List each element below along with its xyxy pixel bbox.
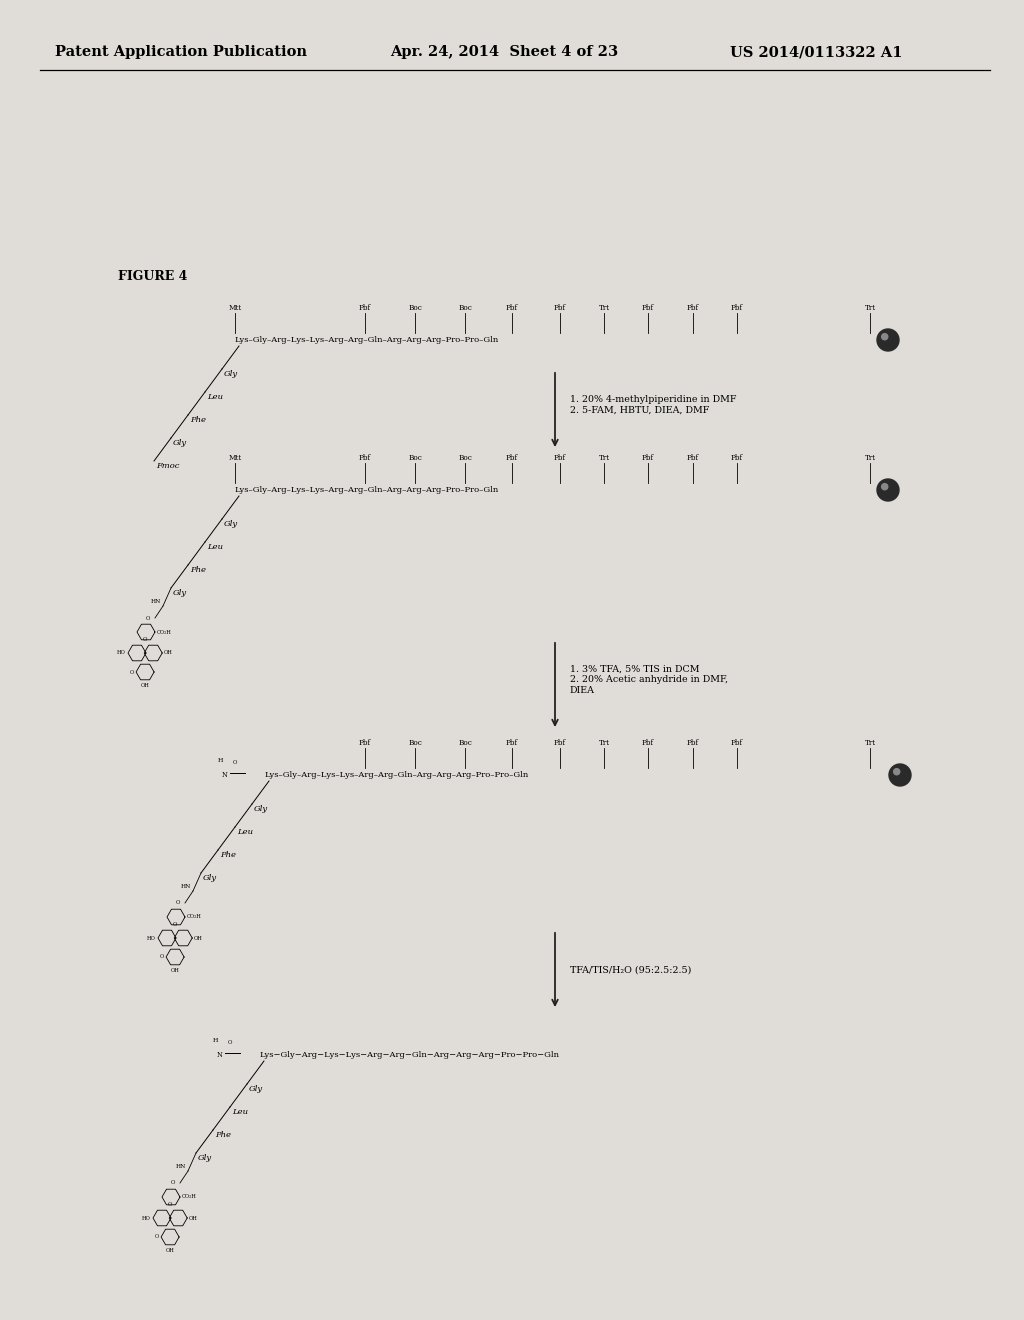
- Text: Apr. 24, 2014  Sheet 4 of 23: Apr. 24, 2014 Sheet 4 of 23: [390, 45, 618, 59]
- Text: US 2014/0113322 A1: US 2014/0113322 A1: [730, 45, 902, 59]
- Text: Pbf: Pbf: [642, 739, 654, 747]
- Text: Pbf: Pbf: [554, 739, 566, 747]
- Text: OH: OH: [189, 1216, 198, 1221]
- Text: O: O: [227, 1040, 232, 1045]
- Text: Boc: Boc: [458, 304, 472, 312]
- Text: Pbf: Pbf: [731, 304, 743, 312]
- Text: Boc: Boc: [458, 454, 472, 462]
- Text: H: H: [212, 1038, 218, 1043]
- Text: Boc: Boc: [408, 739, 422, 747]
- Text: Patent Application Publication: Patent Application Publication: [55, 45, 307, 59]
- Text: Trt: Trt: [598, 739, 609, 747]
- Text: Trt: Trt: [864, 304, 876, 312]
- Text: Gly: Gly: [173, 589, 187, 597]
- Text: Pbf: Pbf: [554, 454, 566, 462]
- Text: O: O: [171, 1180, 175, 1185]
- Text: HN: HN: [176, 1164, 186, 1170]
- Text: Leu: Leu: [207, 393, 223, 401]
- Text: Pbf: Pbf: [359, 304, 371, 312]
- Text: Pbf: Pbf: [687, 454, 699, 462]
- Text: Gly: Gly: [173, 440, 187, 447]
- Text: HO: HO: [147, 936, 156, 940]
- Text: HN: HN: [151, 599, 161, 605]
- Text: Pbf: Pbf: [687, 304, 699, 312]
- Circle shape: [882, 334, 888, 339]
- Text: Gly: Gly: [198, 1154, 212, 1162]
- Text: O: O: [145, 615, 150, 620]
- Text: Phe: Phe: [215, 1131, 231, 1139]
- Text: O: O: [160, 954, 164, 960]
- Text: CO₂H: CO₂H: [182, 1195, 197, 1200]
- Text: Fmoc: Fmoc: [156, 462, 179, 470]
- Text: Phe: Phe: [190, 416, 206, 424]
- Text: Phe: Phe: [220, 851, 236, 859]
- Text: OH: OH: [164, 651, 173, 656]
- Text: TFA/TIS/H₂O (95:2.5:2.5): TFA/TIS/H₂O (95:2.5:2.5): [570, 965, 691, 974]
- Text: Pbf: Pbf: [506, 739, 518, 747]
- Text: Gly: Gly: [249, 1085, 263, 1093]
- Text: CO₂H: CO₂H: [187, 915, 202, 920]
- Text: FIGURE 4: FIGURE 4: [118, 271, 187, 282]
- Circle shape: [894, 768, 900, 775]
- Text: N: N: [217, 1051, 223, 1059]
- Text: Leu: Leu: [232, 1107, 248, 1115]
- Text: Phe: Phe: [190, 566, 206, 574]
- Text: Mtt: Mtt: [228, 304, 242, 312]
- Text: Leu: Leu: [237, 828, 253, 836]
- Text: Lys–Gly–Arg–Lys–Lys–Arg–Arg–Gln–Arg–Arg–Arg–Pro–Pro–Gln: Lys–Gly–Arg–Lys–Lys–Arg–Arg–Gln–Arg–Arg–…: [265, 771, 529, 779]
- Text: Lys–Gly–Arg–Lys–Lys–Arg–Arg–Gln–Arg–Arg–Arg–Pro–Pro–Gln: Lys–Gly–Arg–Lys–Lys–Arg–Arg–Gln–Arg–Arg–…: [234, 337, 500, 345]
- Circle shape: [882, 483, 888, 490]
- Text: O: O: [155, 1234, 159, 1239]
- Circle shape: [877, 329, 899, 351]
- Text: Trt: Trt: [598, 304, 609, 312]
- Text: Boc: Boc: [458, 739, 472, 747]
- Text: Boc: Boc: [408, 454, 422, 462]
- Text: Pbf: Pbf: [506, 454, 518, 462]
- Text: HO: HO: [117, 651, 126, 656]
- Text: OH: OH: [140, 682, 150, 688]
- Text: O: O: [130, 669, 134, 675]
- Circle shape: [889, 764, 911, 785]
- Text: Pbf: Pbf: [506, 304, 518, 312]
- Text: Mtt: Mtt: [228, 454, 242, 462]
- Text: Pbf: Pbf: [731, 454, 743, 462]
- Circle shape: [877, 479, 899, 502]
- Text: OH: OH: [166, 1247, 174, 1253]
- Text: Trt: Trt: [864, 454, 876, 462]
- Text: Trt: Trt: [864, 739, 876, 747]
- Text: HO: HO: [142, 1216, 151, 1221]
- Text: Gly: Gly: [203, 874, 217, 882]
- Text: Trt: Trt: [598, 454, 609, 462]
- Text: CO₂H: CO₂H: [157, 630, 172, 635]
- Text: Pbf: Pbf: [359, 739, 371, 747]
- Text: Boc: Boc: [408, 304, 422, 312]
- Text: OH: OH: [171, 968, 179, 973]
- Text: Lys–Gly–Arg–Lys–Lys–Arg–Arg–Gln–Arg–Arg–Arg–Pro–Pro–Gln: Lys–Gly–Arg–Lys–Lys–Arg–Arg–Gln–Arg–Arg–…: [234, 486, 500, 494]
- Text: Pbf: Pbf: [642, 304, 654, 312]
- Text: Gly: Gly: [224, 370, 239, 378]
- Text: Pbf: Pbf: [359, 454, 371, 462]
- Text: O: O: [168, 1203, 172, 1206]
- Text: 1. 3% TFA, 5% TIS in DCM
2. 20% Acetic anhydride in DMF,
DIEA: 1. 3% TFA, 5% TIS in DCM 2. 20% Acetic a…: [570, 665, 728, 694]
- Text: Gly: Gly: [224, 520, 239, 528]
- Text: Leu: Leu: [207, 543, 223, 550]
- Text: Pbf: Pbf: [687, 739, 699, 747]
- Text: O: O: [143, 638, 147, 642]
- Text: Lys−Gly−Arg−Lys−Lys−Arg−Arg−Gln−Arg−Arg−Arg−Pro−Pro−Gln: Lys−Gly−Arg−Lys−Lys−Arg−Arg−Gln−Arg−Arg−…: [260, 1051, 560, 1059]
- Text: O: O: [176, 900, 180, 906]
- Text: 1. 20% 4-methylpiperidine in DMF
2. 5-FAM, HBTU, DIEA, DMF: 1. 20% 4-methylpiperidine in DMF 2. 5-FA…: [570, 395, 736, 414]
- Text: OH: OH: [195, 936, 203, 940]
- Text: HN: HN: [180, 884, 191, 888]
- Text: Pbf: Pbf: [554, 304, 566, 312]
- Text: H: H: [217, 758, 222, 763]
- Text: Pbf: Pbf: [731, 739, 743, 747]
- Text: O: O: [173, 921, 177, 927]
- Text: O: O: [232, 760, 238, 766]
- Text: N: N: [222, 771, 228, 779]
- Text: Pbf: Pbf: [642, 454, 654, 462]
- Text: Gly: Gly: [254, 805, 268, 813]
